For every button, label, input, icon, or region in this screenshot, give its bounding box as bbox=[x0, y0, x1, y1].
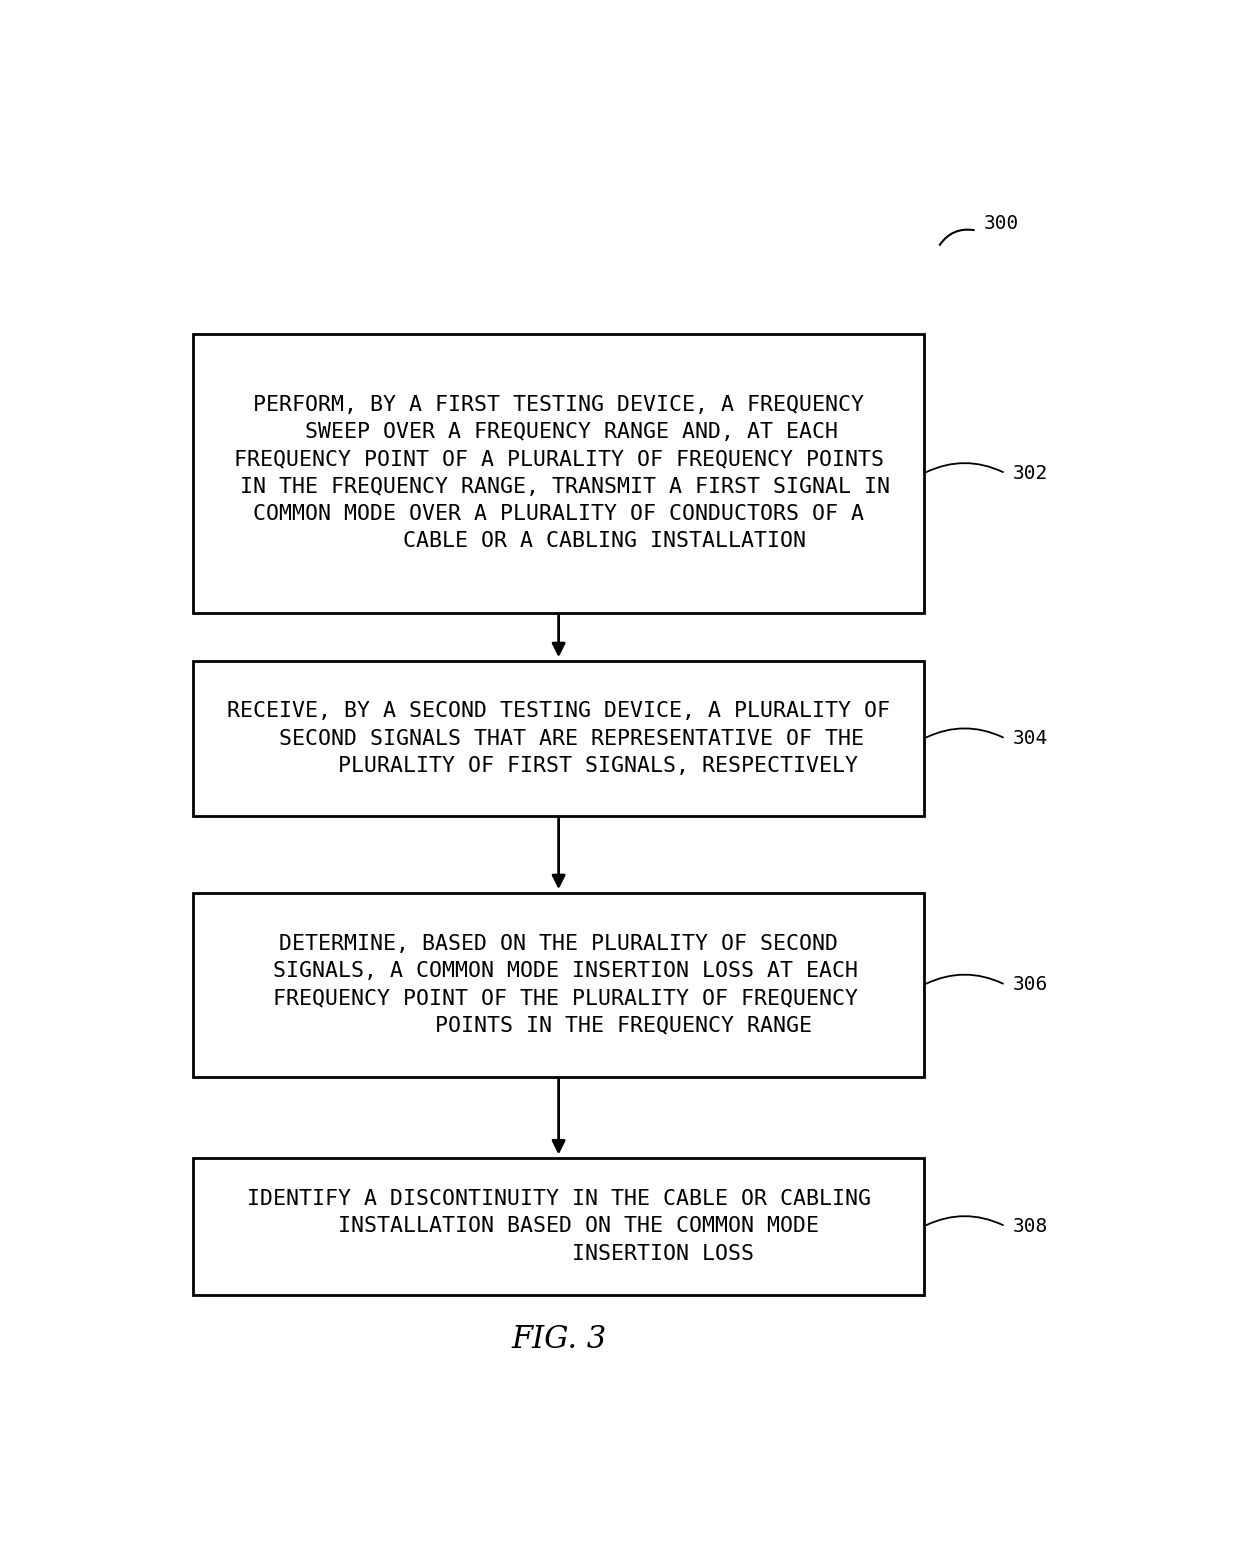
Text: 304: 304 bbox=[1013, 729, 1049, 748]
Text: PERFORM, BY A FIRST TESTING DEVICE, A FREQUENCY
  SWEEP OVER A FREQUENCY RANGE A: PERFORM, BY A FIRST TESTING DEVICE, A FR… bbox=[227, 396, 890, 552]
Text: DETERMINE, BASED ON THE PLURALITY OF SECOND
 SIGNALS, A COMMON MODE INSERTION LO: DETERMINE, BASED ON THE PLURALITY OF SEC… bbox=[259, 935, 858, 1035]
Text: RECEIVE, BY A SECOND TESTING DEVICE, A PLURALITY OF
  SECOND SIGNALS THAT ARE RE: RECEIVE, BY A SECOND TESTING DEVICE, A P… bbox=[227, 701, 890, 776]
Bar bbox=[193, 334, 924, 613]
Bar bbox=[193, 893, 924, 1077]
Bar bbox=[193, 661, 924, 816]
Text: 300: 300 bbox=[983, 213, 1018, 233]
Text: FIG. 3: FIG. 3 bbox=[511, 1324, 606, 1355]
Text: IDENTIFY A DISCONTINUITY IN THE CABLE OR CABLING
   INSTALLATION BASED ON THE CO: IDENTIFY A DISCONTINUITY IN THE CABLE OR… bbox=[247, 1190, 870, 1264]
Text: 302: 302 bbox=[1013, 464, 1049, 482]
Text: 308: 308 bbox=[1013, 1217, 1049, 1236]
Text: 306: 306 bbox=[1013, 975, 1049, 995]
Bar bbox=[193, 1157, 924, 1295]
